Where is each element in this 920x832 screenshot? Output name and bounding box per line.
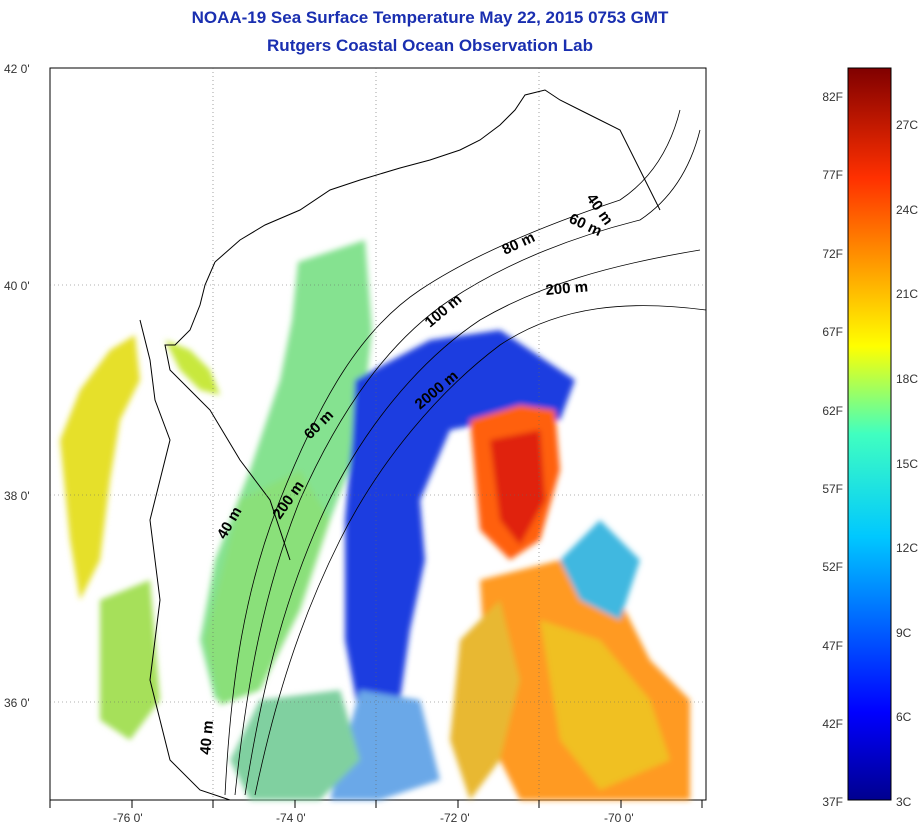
colorbar-c-label: 6C (896, 710, 912, 724)
coastline (214, 89, 661, 263)
colorbar-f-label: 67F (822, 325, 843, 339)
lat-tick-label: 42 0' (4, 62, 30, 76)
lon-tick-label: -74 0' (276, 811, 306, 825)
lat-tick-label: 38 0' (4, 489, 30, 503)
colorbar-c-label: 9C (896, 626, 912, 640)
colorbar-f-label: 52F (822, 560, 843, 574)
sst-data-layer (60, 240, 690, 800)
colorbar-f-label: 77F (822, 168, 843, 182)
lat-tick-label: 36 0' (4, 696, 30, 710)
isobath-label: 200 m (545, 278, 589, 299)
lon-tick-label: -72 0' (440, 811, 470, 825)
colorbar-f-label: 42F (822, 717, 843, 731)
colorbar-c-label: 15C (896, 457, 919, 471)
colorbar-f-label: 72F (822, 247, 843, 261)
graticule (50, 68, 706, 800)
colorbar-c-label: 12C (896, 541, 919, 555)
isobath-label: 40 m (197, 720, 217, 756)
colorbar (847, 67, 892, 801)
colorbar-f-label: 37F (822, 795, 843, 809)
colorbar-c-label: 21C (896, 287, 919, 301)
isobath-lines (224, 109, 707, 796)
map-subtitle: Rutgers Coastal Ocean Observation Lab (267, 36, 593, 55)
lon-tick-label: -70 0' (604, 811, 634, 825)
colorbar-c-label: 18C (896, 372, 919, 386)
colorbar-c-label: 24C (896, 203, 919, 217)
lon-tick-label: -76 0' (113, 811, 143, 825)
colorbar-f-label: 57F (822, 482, 843, 496)
colorbar-f-label: 82F (822, 90, 843, 104)
colorbar-f-label: 47F (822, 639, 843, 653)
colorbar-f-label: 62F (822, 404, 843, 418)
lat-tick-label: 40 0' (4, 279, 30, 293)
colorbar-c-label: 3C (896, 795, 912, 809)
colorbar-c-label: 27C (896, 118, 919, 132)
map-title: NOAA-19 Sea Surface Temperature May 22, … (191, 8, 669, 27)
